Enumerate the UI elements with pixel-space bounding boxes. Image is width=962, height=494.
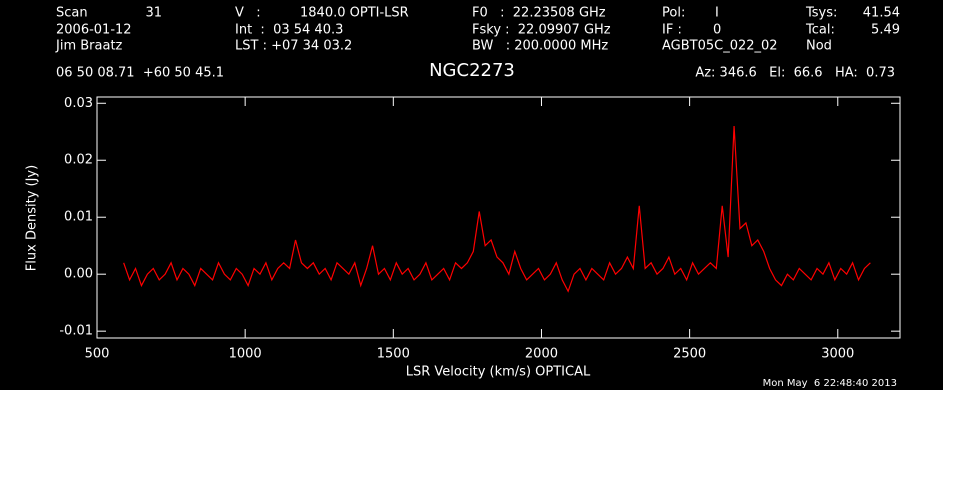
tcal: 5.49 — [871, 23, 900, 38]
if-label: IF : — [662, 23, 682, 38]
tcal-label: Tcal: — [805, 23, 835, 38]
y-tick-label: 0.03 — [64, 96, 93, 111]
timestamp: Mon May 6 22:48:40 2013 — [763, 378, 897, 389]
if: 0 — [713, 23, 721, 38]
pol-label: Pol: — [662, 6, 685, 21]
az-el: Az: 346.6 El: 66.6 HA: 0.73 — [695, 66, 895, 81]
tsys-label: Tsys: — [805, 6, 837, 21]
chart-title: NGC2273 — [429, 60, 515, 81]
spectrum-line — [123, 126, 871, 293]
int: Int : 03 54 40.3 — [235, 23, 343, 38]
fsky: Fsky : 22.09907 GHz — [472, 23, 611, 38]
x-tick-label: 1000 — [229, 347, 262, 362]
y-tick-label: 0.01 — [64, 210, 93, 225]
v: 1840.0 OPTI-LSR — [300, 6, 409, 21]
y-tick-label: 0.00 — [64, 267, 93, 282]
f0: F0 : 22.23508 GHz — [472, 6, 606, 21]
proc: Nod — [806, 39, 832, 54]
coords: 06 50 08.71 +60 50 45.1 — [56, 66, 224, 81]
tsys: 41.54 — [863, 6, 900, 21]
pol: I — [715, 6, 719, 21]
y-tick-label: -0.01 — [59, 324, 93, 339]
x-tick-label: 2000 — [525, 347, 558, 362]
lst: LST : +07 34 03.2 — [235, 39, 352, 54]
observer: Jim Braatz — [55, 39, 123, 54]
x-tick-label: 3000 — [821, 347, 854, 362]
x-tick-label: 1500 — [377, 347, 410, 362]
date: 2006-01-12 — [56, 23, 132, 38]
y-tick-label: 0.02 — [64, 153, 93, 168]
plot-background — [0, 0, 943, 390]
project: AGBT05C_022_02 — [662, 39, 778, 54]
x-tick-label: 500 — [85, 347, 110, 362]
header: Scan 31 2006-01-12 Jim Braatz V : 1840.0… — [55, 6, 900, 390]
v-label: V : — [235, 6, 261, 21]
x-tick-label: 2500 — [673, 347, 706, 362]
bw: BW : 200.0000 MHz — [472, 39, 608, 54]
scan: 31 — [145, 6, 162, 21]
x-axis-label: LSR Velocity (km/s) OPTICAL — [406, 365, 591, 380]
axes — [96, 97, 900, 338]
scan-label: Scan — [56, 6, 88, 21]
y-axis-label: Flux Density (Jy) — [25, 165, 40, 271]
